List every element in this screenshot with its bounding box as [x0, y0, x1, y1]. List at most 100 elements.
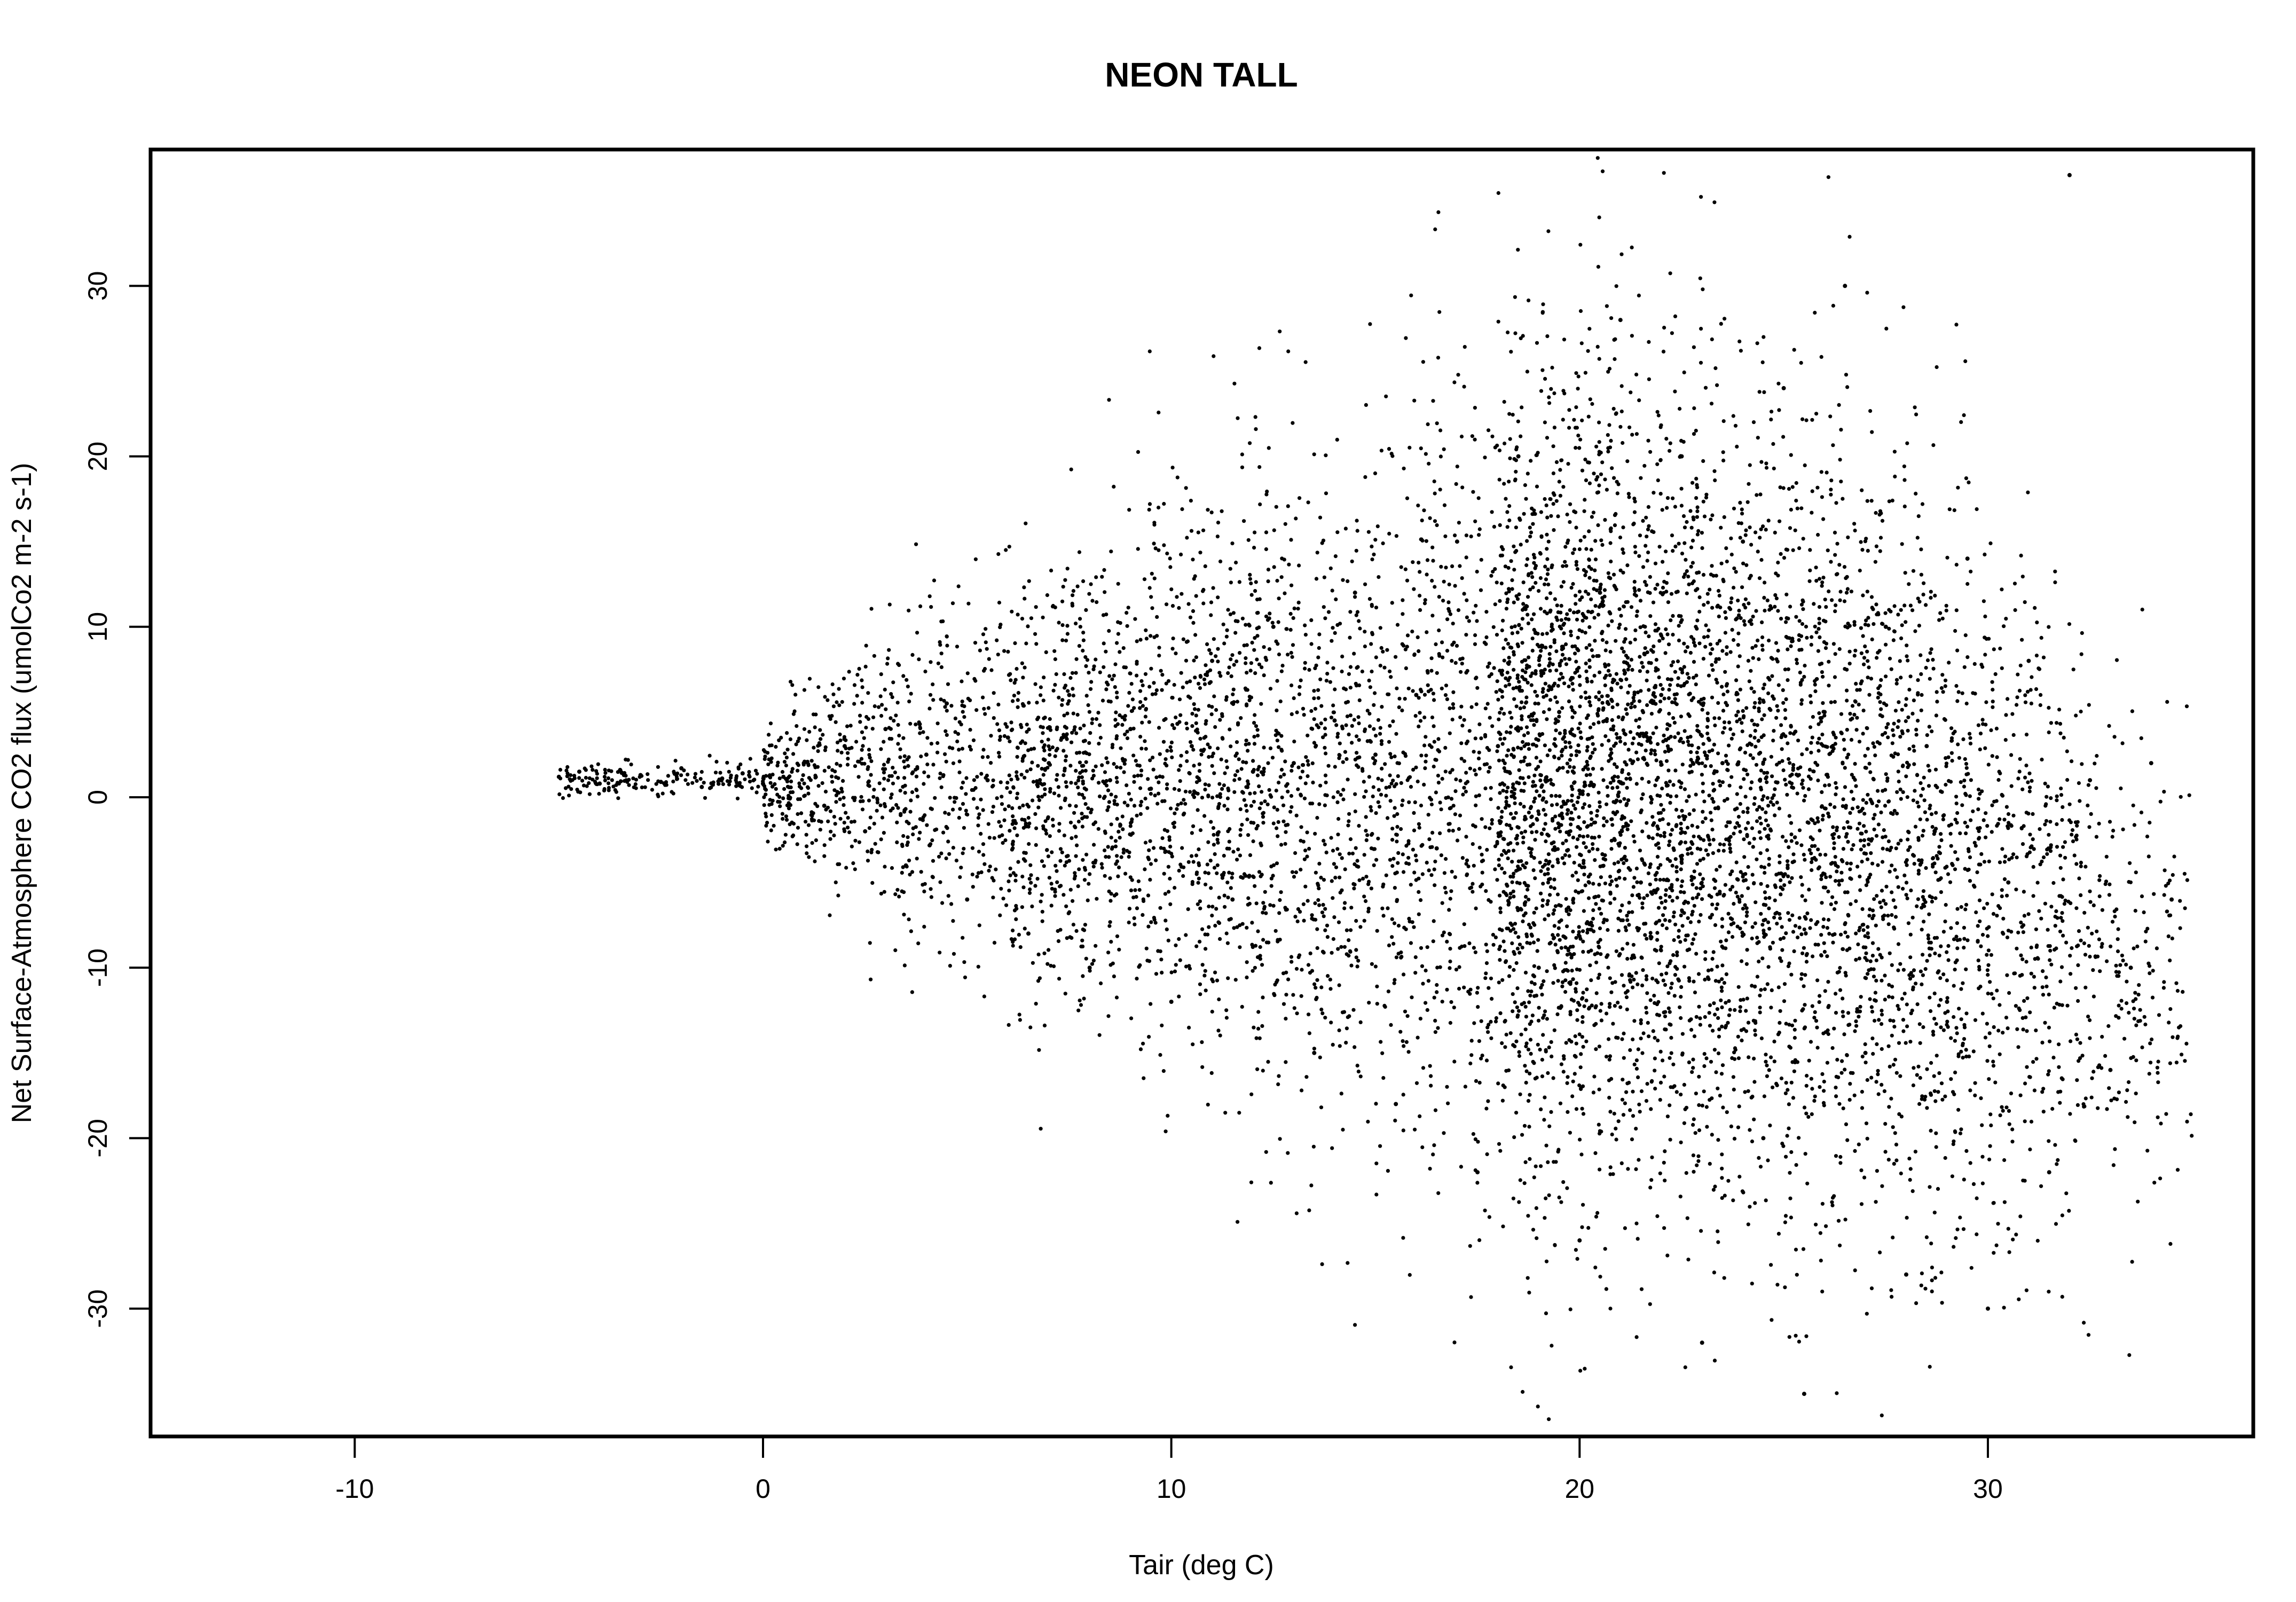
- data-point: [1875, 656, 1879, 660]
- data-point: [2004, 1105, 2009, 1110]
- data-point: [1968, 736, 1972, 740]
- data-point: [1501, 1224, 1505, 1229]
- data-point: [1004, 903, 1009, 907]
- data-point: [1645, 650, 1649, 655]
- data-point: [1899, 1114, 1904, 1119]
- data-point: [1422, 715, 1427, 720]
- data-point: [1553, 827, 1558, 831]
- data-point: [1043, 819, 1048, 823]
- data-point: [1779, 735, 1783, 740]
- data-point: [1518, 867, 1522, 871]
- data-point: [1231, 850, 1236, 854]
- data-point: [1096, 827, 1100, 831]
- data-point: [1412, 828, 1417, 833]
- data-point: [2088, 900, 2093, 904]
- data-point: [1608, 882, 1613, 887]
- data-point: [1972, 841, 1977, 845]
- data-point: [1257, 784, 1261, 789]
- data-point: [1502, 712, 1506, 716]
- data-point: [1090, 717, 1095, 721]
- data-point: [1682, 1082, 1686, 1087]
- data-point: [1608, 649, 1613, 654]
- data-point: [1632, 736, 1636, 741]
- data-point: [1799, 843, 1804, 847]
- data-point: [2131, 803, 2135, 807]
- data-point: [1843, 785, 1847, 789]
- data-point: [1291, 616, 1295, 620]
- data-point: [1162, 501, 1166, 506]
- data-point: [962, 826, 966, 830]
- data-point: [1590, 817, 1594, 821]
- data-point: [1711, 789, 1716, 793]
- data-point: [1568, 745, 1572, 749]
- data-point: [1028, 767, 1033, 772]
- data-point: [1445, 1085, 1449, 1089]
- data-point: [1880, 1022, 1884, 1026]
- data-point: [1775, 704, 1779, 708]
- data-point: [1652, 821, 1656, 825]
- data-point: [1557, 710, 1562, 714]
- data-point: [2112, 909, 2117, 914]
- data-point: [1668, 1010, 1672, 1014]
- data-point: [1626, 910, 1631, 915]
- data-point: [2055, 721, 2059, 725]
- data-point: [1680, 763, 1685, 767]
- data-point: [1919, 672, 1923, 676]
- data-point: [1900, 708, 1904, 712]
- data-point: [1914, 981, 1918, 986]
- data-point: [1074, 854, 1078, 858]
- data-point: [1564, 564, 1569, 568]
- data-point: [981, 853, 986, 857]
- data-point: [1653, 587, 1657, 591]
- data-point: [1585, 930, 1590, 935]
- data-point: [1827, 814, 1831, 819]
- data-point: [1310, 802, 1315, 806]
- data-point: [1701, 857, 1705, 861]
- data-point: [1556, 933, 1560, 937]
- data-point: [1010, 609, 1014, 614]
- data-point: [1353, 1045, 1357, 1049]
- data-point: [1750, 925, 1755, 929]
- data-point: [1534, 580, 1538, 585]
- data-point: [1641, 710, 1646, 714]
- data-point: [1794, 1163, 1798, 1167]
- data-point: [1784, 620, 1788, 624]
- data-point: [823, 789, 828, 794]
- data-point: [1701, 877, 1705, 881]
- data-point: [1890, 995, 1894, 1000]
- data-point: [1952, 1245, 1956, 1249]
- data-point: [1687, 794, 1691, 798]
- data-point: [1701, 884, 1705, 889]
- data-point: [1795, 791, 1799, 796]
- data-point: [1819, 1259, 1823, 1263]
- data-point: [1720, 761, 1725, 766]
- data-point: [1517, 680, 1521, 684]
- data-point: [1547, 652, 1552, 656]
- data-point: [1483, 706, 1488, 711]
- data-point: [1041, 773, 1045, 777]
- data-point: [1648, 1185, 1653, 1190]
- data-point: [1607, 1096, 1611, 1100]
- data-point: [946, 682, 950, 686]
- data-point: [1694, 886, 1699, 890]
- data-point: [1680, 552, 1685, 556]
- data-point: [1585, 759, 1589, 764]
- data-point: [1591, 511, 1595, 515]
- data-point: [1886, 1044, 1891, 1048]
- data-point: [1530, 512, 1535, 516]
- data-point: [1857, 740, 1862, 744]
- data-point: [1593, 1266, 1598, 1270]
- data-point: [1277, 652, 1281, 657]
- data-point: [860, 701, 864, 705]
- data-point: [1252, 799, 1256, 804]
- data-point: [976, 815, 980, 820]
- data-point: [1852, 654, 1857, 658]
- data-point: [1694, 673, 1699, 678]
- data-point: [1677, 614, 1681, 618]
- data-point: [1596, 612, 1601, 617]
- data-point: [1659, 948, 1663, 953]
- data-point: [782, 787, 787, 791]
- data-point: [1462, 944, 1467, 948]
- data-point: [1690, 481, 1695, 485]
- data-point: [1401, 1093, 1405, 1097]
